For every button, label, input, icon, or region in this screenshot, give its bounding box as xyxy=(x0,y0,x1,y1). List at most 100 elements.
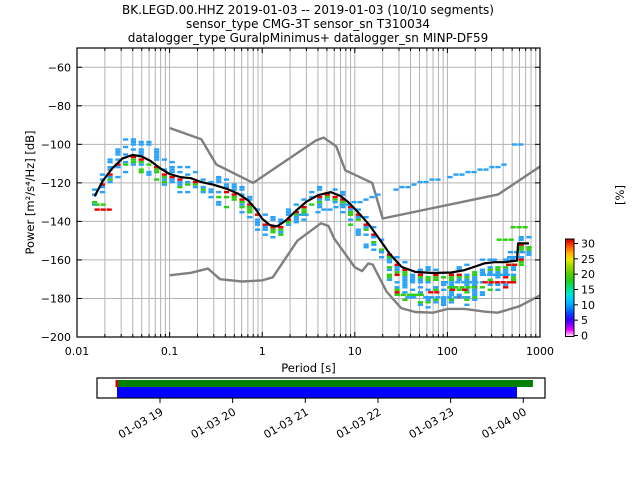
psd-histogram-cell xyxy=(355,231,361,234)
psd-histogram-cell xyxy=(247,198,253,201)
x-tick-label: 0.1 xyxy=(161,345,179,358)
psd-histogram-cell xyxy=(324,195,330,199)
psd-histogram-cell xyxy=(216,200,222,204)
psd-histogram-cell xyxy=(115,148,121,151)
psd-histogram-cell xyxy=(348,213,354,216)
psd-trace-cell xyxy=(465,170,471,174)
psd-histogram-cell xyxy=(247,208,253,211)
psd-histogram-cell xyxy=(231,198,237,201)
psd-histogram-cell xyxy=(448,298,454,301)
psd-histogram-cell xyxy=(177,180,183,184)
psd-histogram-cell xyxy=(472,271,478,274)
psd-histogram-cell xyxy=(495,276,501,279)
psd-histogram-cell xyxy=(371,241,377,244)
psd-histogram-cell xyxy=(99,173,105,176)
psd-histogram-cell xyxy=(208,190,214,194)
psd-histogram-cell xyxy=(402,281,408,284)
coverage-used-bar xyxy=(117,387,517,398)
colorbar-bar xyxy=(565,238,575,337)
psd-histogram-cell xyxy=(92,188,98,191)
psd-trace-cell xyxy=(495,165,501,169)
psd-histogram-cell xyxy=(411,296,417,299)
psd-trace-cell xyxy=(303,213,309,216)
psd-histogram-cell xyxy=(423,296,429,299)
psd-trace-cell xyxy=(489,165,495,169)
psd-histogram-cell xyxy=(510,273,517,276)
colorbar: 30 25 20 15 10 5 0 [%] xyxy=(565,185,627,343)
coverage-tick-label: 01-03 21 xyxy=(261,405,310,441)
psd-histogram-cell xyxy=(464,263,470,266)
psd-histogram-cell xyxy=(402,291,408,294)
psd-histogram-cell xyxy=(348,211,354,214)
psd-histogram-cell xyxy=(453,296,459,299)
psd-trace-cell xyxy=(471,170,477,174)
psd-histogram-cell xyxy=(208,188,214,191)
y-tick-label: −140 xyxy=(41,215,71,228)
psd-histogram-cell xyxy=(200,190,206,194)
coverage-fills xyxy=(115,380,533,398)
psd-histogram-cell xyxy=(348,223,354,226)
colorbar-tick-label: 15 xyxy=(581,284,595,297)
psd-histogram-cell xyxy=(138,153,144,156)
psd-histogram-cell xyxy=(130,148,136,151)
psd-trace-cell xyxy=(393,188,399,191)
psd-histogram-cell xyxy=(464,303,470,306)
psd-histogram-cell xyxy=(340,205,346,209)
psd-trace-cell xyxy=(501,163,507,166)
psd-histogram-cell xyxy=(453,286,459,289)
psd-histogram-cell xyxy=(472,298,478,301)
psd-trace-cell xyxy=(453,173,459,176)
psd-histogram-cell xyxy=(456,268,462,271)
psd-histogram-cell xyxy=(231,195,237,199)
psd-histogram-cell xyxy=(522,226,528,229)
psd-histogram-cell xyxy=(340,198,346,201)
psd-histogram-cell xyxy=(107,178,113,181)
psd-histogram-cell xyxy=(425,276,431,279)
psd-histogram-cell xyxy=(332,195,338,199)
psd-histogram-cell xyxy=(425,298,431,301)
psd-trace-cell xyxy=(327,208,333,211)
psd-histogram-cell xyxy=(506,281,512,284)
psd-histogram-cell xyxy=(441,296,447,299)
psd-histogram-cell xyxy=(239,198,245,201)
psd-histogram-cell xyxy=(200,185,206,189)
psd-histogram-cell xyxy=(479,258,485,261)
psd-histogram-cell xyxy=(154,155,160,159)
psd-trace-cell xyxy=(417,180,423,184)
psd-histogram-cell xyxy=(496,238,502,241)
scatter-histogram xyxy=(92,138,532,309)
psd-histogram-cell xyxy=(492,273,499,276)
psd-histogram-cell xyxy=(441,276,447,279)
psd-histogram-cell xyxy=(161,178,167,181)
psd-histogram-cell xyxy=(185,190,191,194)
psd-histogram-cell xyxy=(503,266,509,269)
psd-histogram-cell xyxy=(447,286,453,289)
psd-histogram-cell xyxy=(433,298,439,301)
psd-histogram-cell xyxy=(479,291,485,294)
psd-histogram-cell xyxy=(487,278,493,281)
psd-histogram-cell xyxy=(192,180,199,184)
psd-histogram-cell xyxy=(526,246,532,249)
coverage-tick-label: 01-03 19 xyxy=(116,405,165,441)
psd-histogram-cell xyxy=(472,276,478,279)
psd-histogram-cell xyxy=(412,293,418,296)
psd-histogram-cell xyxy=(450,288,456,291)
psd-histogram-cell xyxy=(154,168,160,171)
plot-title-line3: datalogger_type GuralpMinimus+ datalogge… xyxy=(128,31,489,45)
psd-histogram-cell xyxy=(123,138,129,141)
psd-histogram-cell xyxy=(410,281,416,284)
psd-histogram-cell xyxy=(301,205,307,209)
psd-histogram-cell xyxy=(130,143,136,146)
psd-trace-cell xyxy=(429,178,435,181)
psd-histogram-cell xyxy=(262,226,268,229)
psd-histogram-cell xyxy=(425,288,431,291)
nhnm-curve xyxy=(169,126,541,220)
psd-histogram-cell xyxy=(386,258,392,261)
psd-histogram-cell xyxy=(247,205,253,209)
psd-histogram-cell xyxy=(518,238,524,241)
psd-histogram-cell xyxy=(513,256,519,259)
psd-histogram-cell xyxy=(332,200,338,204)
psd-histogram-cell xyxy=(262,228,268,231)
psd-histogram-cell xyxy=(363,233,369,236)
psd-histogram-cell xyxy=(107,160,113,164)
